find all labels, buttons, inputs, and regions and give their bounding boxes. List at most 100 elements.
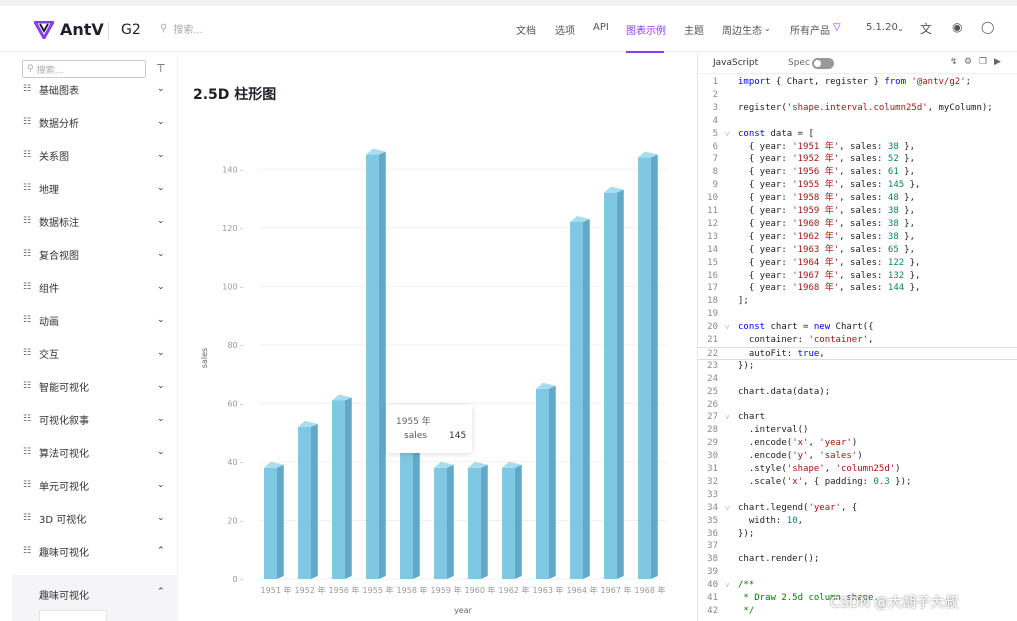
settings-icon[interactable]: ⚙	[964, 57, 973, 67]
bar-front[interactable]	[298, 426, 311, 579]
bar-side[interactable]	[548, 385, 556, 579]
chevron-down-icon: ⌄	[157, 216, 165, 226]
bar-front[interactable]	[502, 467, 515, 579]
code-line: 31 .style('shape', 'column25d')	[698, 463, 1017, 476]
code-line: 21 container: 'container',	[698, 334, 1017, 347]
bar-side[interactable]	[514, 464, 522, 579]
translate-icon[interactable]: 文	[920, 22, 933, 36]
bar-side[interactable]	[650, 154, 658, 579]
sidebar-item[interactable]: ☷ 智能可视化 ⌄	[12, 373, 178, 399]
bar-side[interactable]	[344, 397, 352, 579]
sidebar-item-label: 趣味可视化	[39, 547, 89, 559]
bar-front[interactable]	[536, 388, 549, 579]
chevron-down-icon: ⌄	[157, 447, 165, 457]
bar-side[interactable]	[412, 435, 420, 579]
sidebar-item[interactable]: ☷ 基础图表 ⌄	[12, 76, 178, 102]
code-line: 11 { year: '1959 年', sales: 38 },	[698, 205, 1017, 218]
bar-front[interactable]	[332, 400, 345, 579]
bar-side[interactable]	[446, 464, 454, 579]
nav-docs[interactable]: 文档	[516, 26, 536, 37]
fold-icon[interactable]: ˅	[725, 581, 730, 591]
sidebar-item[interactable]: ☷ 单元可视化 ⌄	[12, 472, 178, 498]
bar-top[interactable]	[298, 420, 318, 427]
grid-icon: ☷	[23, 150, 32, 160]
line-number: 25	[707, 386, 718, 397]
bar-side[interactable]	[480, 464, 488, 579]
bar-front[interactable]	[604, 192, 617, 579]
fold-icon[interactable]: ˅	[725, 413, 730, 423]
sidebar-sub-item[interactable]: 趣味可视化 ⌃	[12, 575, 178, 621]
bar-front[interactable]	[638, 157, 651, 579]
bar-top[interactable]	[366, 148, 386, 155]
panel-divider[interactable]	[697, 52, 698, 621]
bar-side[interactable]	[582, 218, 590, 580]
bar-top[interactable]	[638, 151, 658, 158]
bar-top[interactable]	[332, 394, 352, 401]
sidebar-item-label: 可视化叙事	[39, 415, 89, 427]
sidebar-item[interactable]: ☷ 3D 可视化 ⌄	[12, 505, 178, 531]
fold-icon[interactable]: ˅	[725, 323, 730, 333]
bar-top[interactable]	[570, 215, 590, 222]
bar-side[interactable]	[378, 151, 386, 579]
tab-javascript[interactable]: JavaScript	[713, 58, 759, 68]
nav-ecosystem[interactable]: 周边生态	[722, 26, 762, 37]
sidebar-item[interactable]: ☷ 组件 ⌄	[12, 274, 178, 300]
sub-item-thumbnail[interactable]	[39, 610, 107, 621]
copy-icon[interactable]: ❐	[979, 57, 988, 67]
sidebar-item[interactable]: ☷ 可视化叙事 ⌄	[12, 406, 178, 432]
line-number: 21	[707, 335, 718, 345]
sidebar-item[interactable]: ☷ 数据分析 ⌄	[12, 109, 178, 135]
bar-front[interactable]	[366, 154, 379, 579]
play-icon[interactable]: ▶	[994, 57, 1001, 67]
chat-icon[interactable]: ◉	[952, 20, 963, 34]
bar-front[interactable]	[264, 467, 277, 579]
x-axis-label: year	[454, 606, 473, 615]
chart[interactable]: 0 -20 -40 -60 -80 -100 -120 -140 -sales1…	[179, 56, 697, 621]
bar-front[interactable]	[570, 221, 583, 580]
fold-icon[interactable]: ˅	[725, 503, 730, 513]
bar-top[interactable]	[434, 461, 454, 468]
bar-side[interactable]	[616, 189, 624, 579]
nav-options[interactable]: 选项	[555, 26, 575, 37]
sidebar-search-input[interactable]: ⚲ 搜索...	[22, 60, 146, 78]
github-icon[interactable]: ◯	[981, 20, 995, 34]
bar-top[interactable]	[536, 382, 556, 389]
product-name[interactable]: G2	[121, 22, 141, 38]
collapse-all-icon[interactable]: ⊤	[156, 62, 166, 75]
sidebar-item[interactable]: ☷ 地理 ⌄	[12, 175, 178, 201]
lightning-icon[interactable]: ↯	[950, 57, 958, 67]
code-editor[interactable]: JavaScript Spec ↯ ⚙ ❐ ▶ 1 import { Chart,…	[698, 52, 1017, 621]
fold-icon[interactable]: ˅	[725, 129, 730, 139]
bar-front[interactable]	[434, 467, 447, 579]
tab-spec[interactable]: Spec	[788, 58, 810, 68]
bar-top[interactable]	[502, 461, 522, 468]
nav-all-products[interactable]: 所有产品	[790, 26, 830, 37]
sidebar-item[interactable]: ☷ 数据标注 ⌄	[12, 208, 178, 234]
bar-top[interactable]	[264, 461, 284, 468]
bar-top[interactable]	[604, 186, 624, 193]
code-text: autoFit: true,	[738, 348, 825, 359]
bar-side[interactable]	[276, 464, 284, 579]
bar-front[interactable]	[400, 438, 413, 579]
sidebar-item[interactable]: ☷ 交互 ⌄	[12, 340, 178, 366]
sidebar-item[interactable]: ☷ 动画 ⌄	[12, 307, 178, 333]
version-select[interactable]: 5.1.20	[866, 22, 898, 33]
bar-side[interactable]	[310, 423, 318, 579]
spec-toggle[interactable]	[812, 58, 834, 69]
line-number: 13	[707, 231, 718, 242]
logo[interactable]: AntV	[34, 20, 104, 39]
sidebar-item[interactable]: ☷ 复合视图 ⌄	[12, 241, 178, 267]
sidebar-item[interactable]: ☷ 关系图 ⌄	[12, 142, 178, 168]
x-tick-label: 1956 年	[329, 585, 360, 595]
header-search[interactable]: ⚲ 搜索...	[160, 21, 203, 36]
nav-examples[interactable]: 图表示例	[626, 26, 666, 37]
sidebar-item[interactable]: ☷ 趣味可视化 ⌃	[12, 538, 178, 564]
nav-theme[interactable]: 主题	[684, 26, 704, 37]
bar-front[interactable]	[468, 467, 481, 579]
nav-api[interactable]: API	[593, 22, 609, 33]
grid-icon: ☷	[23, 249, 32, 259]
line-number: 23	[707, 360, 718, 371]
sidebar-item[interactable]: ☷ 算法可视化 ⌄	[12, 439, 178, 465]
antv-logo-icon	[34, 20, 54, 39]
bar-top[interactable]	[468, 461, 488, 468]
